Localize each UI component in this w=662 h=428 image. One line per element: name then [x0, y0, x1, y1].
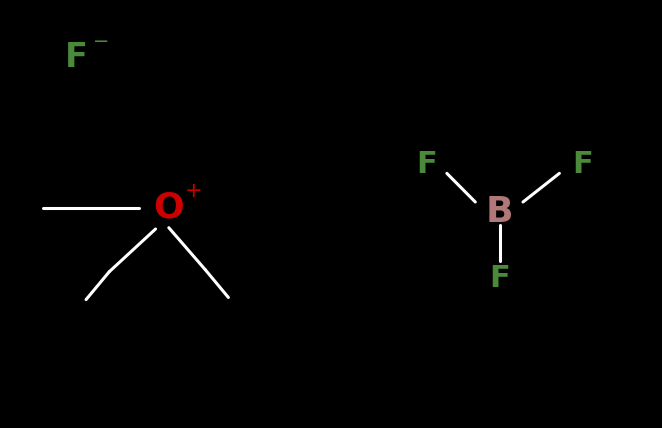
Text: B: B	[486, 195, 514, 229]
Text: F: F	[572, 150, 593, 179]
Text: F: F	[416, 150, 438, 179]
Text: +: +	[185, 181, 203, 201]
Text: F: F	[489, 264, 510, 293]
Text: −: −	[93, 32, 109, 51]
Text: O: O	[154, 190, 184, 225]
Text: F: F	[65, 41, 87, 74]
